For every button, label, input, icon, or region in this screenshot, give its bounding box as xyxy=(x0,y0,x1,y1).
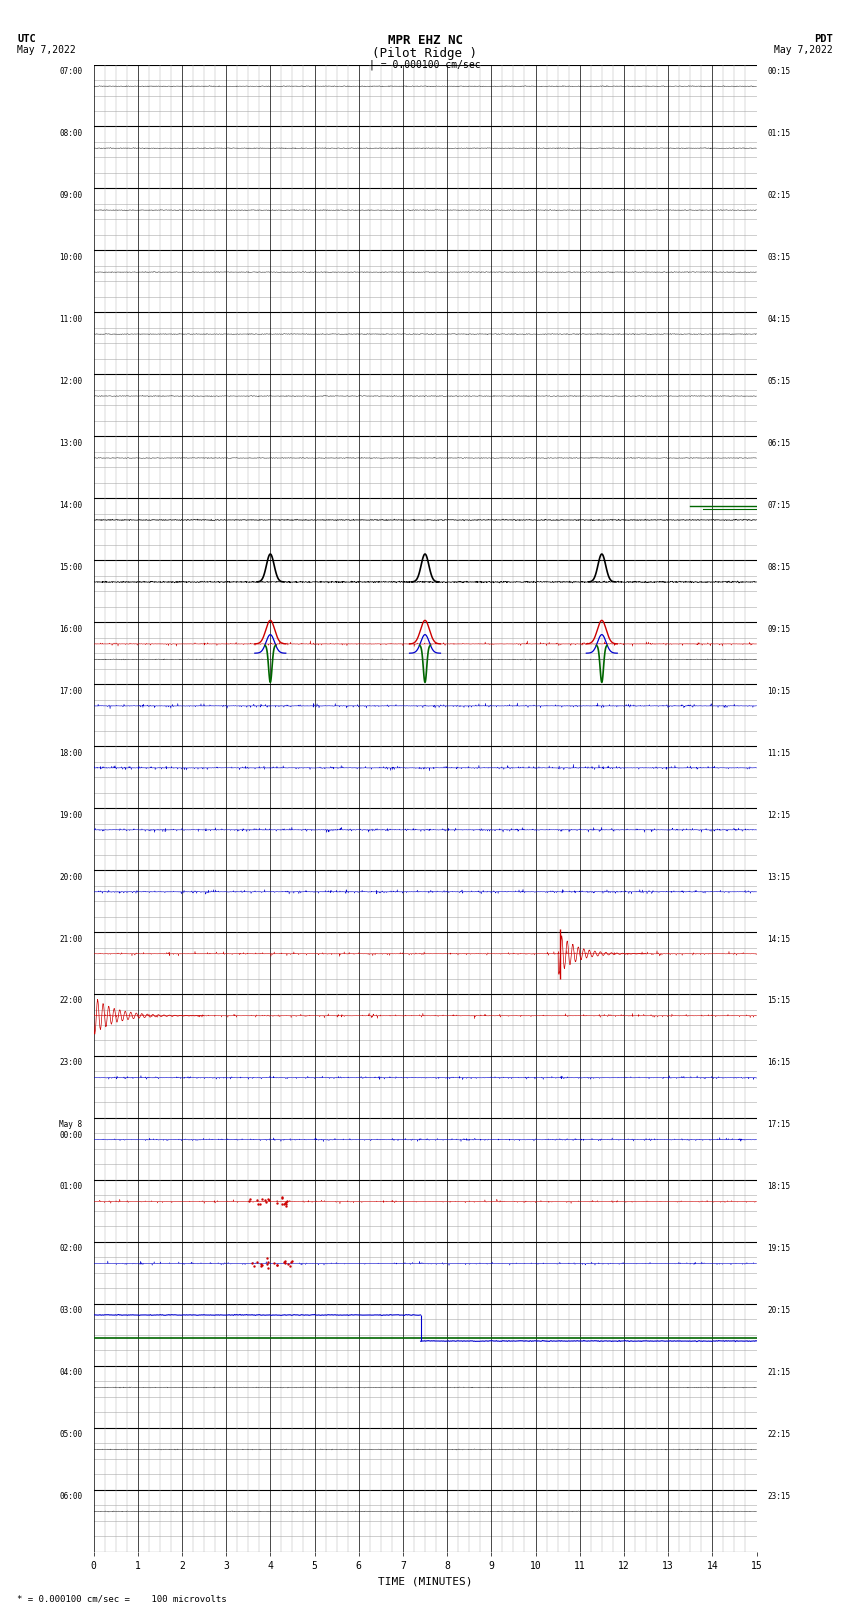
Point xyxy=(270,1190,284,1216)
Text: 13:00: 13:00 xyxy=(60,439,82,448)
Text: 11:00: 11:00 xyxy=(60,315,82,324)
Text: 01:15: 01:15 xyxy=(768,129,791,139)
Text: 05:00: 05:00 xyxy=(60,1431,82,1439)
Point xyxy=(251,1190,264,1216)
Text: 07:15: 07:15 xyxy=(768,500,791,510)
Point xyxy=(255,1252,269,1277)
Point xyxy=(275,1186,289,1211)
Point xyxy=(242,1187,256,1213)
Text: PDT: PDT xyxy=(814,34,833,44)
Text: 18:15: 18:15 xyxy=(768,1182,791,1192)
Text: 21:00: 21:00 xyxy=(60,934,82,944)
Text: 05:15: 05:15 xyxy=(768,377,791,386)
Text: May 8
00:00: May 8 00:00 xyxy=(60,1121,82,1140)
Text: 10:00: 10:00 xyxy=(60,253,82,261)
Text: 13:15: 13:15 xyxy=(768,873,791,882)
Point xyxy=(255,1186,269,1211)
Text: 14:15: 14:15 xyxy=(768,934,791,944)
Point xyxy=(280,1189,293,1215)
Text: 02:00: 02:00 xyxy=(60,1244,82,1253)
Text: 04:00: 04:00 xyxy=(60,1368,82,1378)
Text: 09:15: 09:15 xyxy=(768,624,791,634)
Text: 22:15: 22:15 xyxy=(768,1431,791,1439)
Point xyxy=(277,1250,291,1276)
Point xyxy=(243,1186,257,1211)
Text: 02:15: 02:15 xyxy=(768,190,791,200)
Point xyxy=(255,1252,269,1277)
Point xyxy=(284,1253,298,1279)
Point xyxy=(251,1187,264,1213)
Point xyxy=(280,1190,293,1216)
Point xyxy=(252,1190,266,1216)
Point xyxy=(286,1248,299,1274)
Point xyxy=(247,1253,261,1279)
Text: 00:15: 00:15 xyxy=(768,68,791,76)
Text: 15:00: 15:00 xyxy=(60,563,82,571)
Text: 14:00: 14:00 xyxy=(60,500,82,510)
Point xyxy=(258,1187,272,1213)
Text: 20:15: 20:15 xyxy=(768,1307,791,1315)
Text: 08:00: 08:00 xyxy=(60,129,82,139)
Point xyxy=(279,1194,292,1219)
Text: 07:00: 07:00 xyxy=(60,68,82,76)
Point xyxy=(260,1250,274,1276)
Text: 12:00: 12:00 xyxy=(60,377,82,386)
Text: 11:15: 11:15 xyxy=(768,748,791,758)
Text: 08:15: 08:15 xyxy=(768,563,791,571)
Point xyxy=(261,1186,275,1211)
Text: 06:15: 06:15 xyxy=(768,439,791,448)
Point xyxy=(277,1192,291,1218)
Text: 06:00: 06:00 xyxy=(60,1492,82,1502)
Point xyxy=(275,1190,288,1216)
Point xyxy=(281,1250,295,1276)
Point xyxy=(262,1187,275,1213)
Text: 20:00: 20:00 xyxy=(60,873,82,882)
Text: (Pilot Ridge ): (Pilot Ridge ) xyxy=(372,47,478,60)
Text: May 7,2022: May 7,2022 xyxy=(17,45,76,55)
Text: 15:15: 15:15 xyxy=(768,997,791,1005)
Point xyxy=(261,1245,275,1271)
Text: 18:00: 18:00 xyxy=(60,748,82,758)
Point xyxy=(254,1253,268,1279)
Point xyxy=(262,1255,275,1281)
Point xyxy=(262,1250,275,1276)
Text: 16:15: 16:15 xyxy=(768,1058,791,1068)
Text: | = 0.000100 cm/sec: | = 0.000100 cm/sec xyxy=(369,60,481,71)
Point xyxy=(267,1250,280,1276)
Point xyxy=(278,1248,292,1274)
Point xyxy=(284,1248,298,1274)
Text: 03:15: 03:15 xyxy=(768,253,791,261)
Point xyxy=(275,1184,289,1210)
X-axis label: TIME (MINUTES): TIME (MINUTES) xyxy=(377,1576,473,1586)
Text: 03:00: 03:00 xyxy=(60,1307,82,1315)
Point xyxy=(278,1250,292,1276)
Point xyxy=(280,1189,294,1215)
Text: 22:00: 22:00 xyxy=(60,997,82,1005)
Text: 09:00: 09:00 xyxy=(60,190,82,200)
Text: 23:15: 23:15 xyxy=(768,1492,791,1502)
Point xyxy=(246,1250,259,1276)
Point xyxy=(278,1190,292,1216)
Text: 21:15: 21:15 xyxy=(768,1368,791,1378)
Point xyxy=(270,1252,284,1277)
Point xyxy=(259,1189,273,1215)
Text: MPR EHZ NC: MPR EHZ NC xyxy=(388,34,462,47)
Text: 16:00: 16:00 xyxy=(60,624,82,634)
Text: 12:15: 12:15 xyxy=(768,811,791,819)
Text: May 7,2022: May 7,2022 xyxy=(774,45,833,55)
Text: 01:00: 01:00 xyxy=(60,1182,82,1192)
Text: 10:15: 10:15 xyxy=(768,687,791,695)
Text: 17:15: 17:15 xyxy=(768,1121,791,1129)
Text: 17:00: 17:00 xyxy=(60,687,82,695)
Point xyxy=(270,1252,284,1277)
Text: 19:15: 19:15 xyxy=(768,1244,791,1253)
Text: 19:00: 19:00 xyxy=(60,811,82,819)
Text: 23:00: 23:00 xyxy=(60,1058,82,1068)
Text: 04:15: 04:15 xyxy=(768,315,791,324)
Point xyxy=(250,1250,264,1276)
Text: UTC: UTC xyxy=(17,34,36,44)
Text: * = 0.000100 cm/sec =    100 microvolts: * = 0.000100 cm/sec = 100 microvolts xyxy=(17,1594,227,1603)
